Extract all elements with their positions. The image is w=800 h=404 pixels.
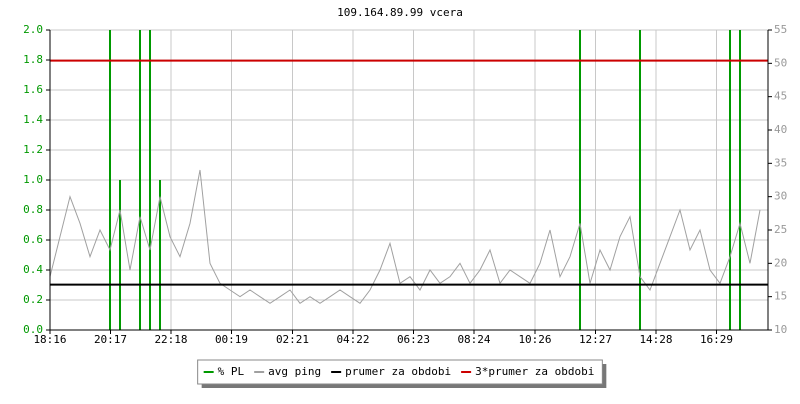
y-tick-label: 0.4 <box>23 263 43 276</box>
axes: 0.0 0.2 0.4 0.6 0.8 1.0 1.2 1.4 1.6 1.8 2.0 10 15 20 2… <box>23 23 787 346</box>
x-tick-label: 20:17 <box>94 333 127 346</box>
y2-tick-label: 15 <box>774 290 787 303</box>
y-tick-label: 2.0 <box>23 23 43 36</box>
y-tick-label: 0.6 <box>23 233 43 246</box>
y2-tick-label: 25 <box>774 223 787 236</box>
x-tick-label: 02:21 <box>276 333 309 346</box>
legend-box <box>197 359 603 385</box>
plot <box>49 30 768 330</box>
y-tick-label: 0.0 <box>23 323 43 336</box>
x-tick-label: 04:22 <box>336 333 369 346</box>
x-tick-label: 18:16 <box>33 333 66 346</box>
legend-label: % PL <box>218 365 245 378</box>
y-tick-label: 1.2 <box>23 143 43 156</box>
legend-label: 3*prumer za obdobi <box>475 365 594 378</box>
y2-tick-label: 20 <box>774 256 787 269</box>
y2-tick-label: 35 <box>774 156 787 169</box>
ping-line <box>49 169 761 305</box>
y2-tick-label: 55 <box>774 23 787 36</box>
x-tick-label: 16:29 <box>700 333 733 346</box>
y-tick-label: 0.8 <box>23 203 43 216</box>
legend-label: prumer za obdobi <box>345 365 451 378</box>
x-tick-label: 22:18 <box>154 333 187 346</box>
y-tick-label: 1.8 <box>23 53 43 66</box>
x-tick-label: 06:23 <box>397 333 430 346</box>
y-tick-label: 1.6 <box>23 83 43 96</box>
y2-tick-label: 30 <box>774 190 787 203</box>
y-tick-label: 1.0 <box>23 173 43 186</box>
legend: % PL avg ping prumer za obdobi 3*prumer za … <box>197 359 607 388</box>
x-tick-label: 00:19 <box>215 333 248 346</box>
y2-tick-label: 10 <box>774 323 787 336</box>
y2-tick-label: 40 <box>774 123 787 136</box>
x-tick-label: 10:26 <box>518 333 551 346</box>
x-tick-label: 08:24 <box>457 333 490 346</box>
chart-title: 109.164.89.99 vcera <box>337 6 463 19</box>
legend-label: avg ping <box>268 365 321 378</box>
y2-tick-label: 50 <box>774 56 787 69</box>
y-tick-label: 0.2 <box>23 293 43 306</box>
x-tick-label: 14:28 <box>639 333 672 346</box>
y2-tick-label: 45 <box>774 90 787 103</box>
y-tick-label: 1.4 <box>23 113 43 126</box>
x-tick-label: 12:27 <box>579 333 612 346</box>
